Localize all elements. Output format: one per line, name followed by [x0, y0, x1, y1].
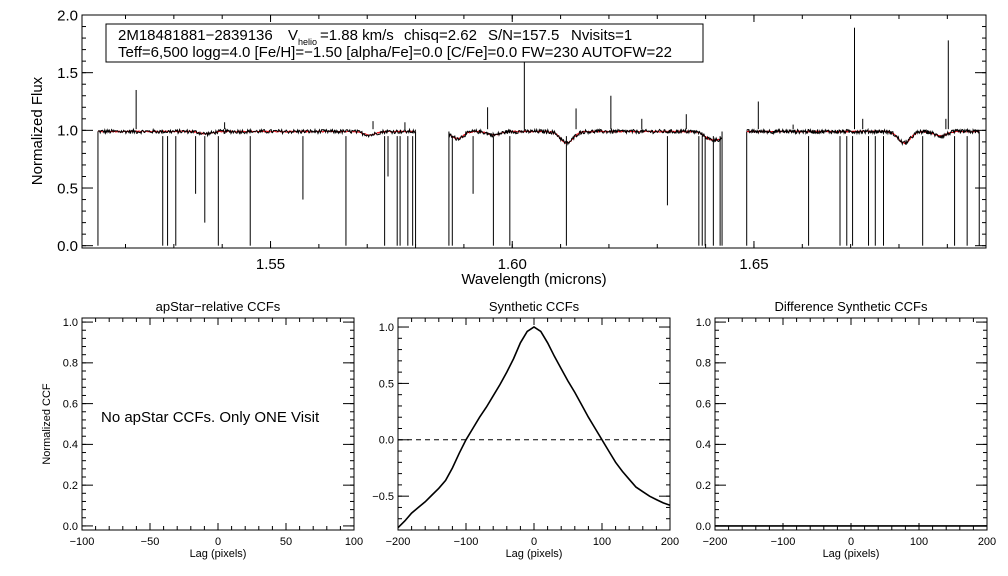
difference-ccf-y-tick-label: 0.4 [696, 439, 711, 451]
difference-ccf-x-tick-label: 0 [848, 536, 854, 548]
legend-vhelio-v: V [288, 27, 298, 44]
synthetic-ccf-x-tick-label: −200 [386, 536, 411, 548]
apstar-ccf-y-tick-label: 0.6 [63, 398, 78, 410]
difference-ccf-y-tick-label: 0.8 [696, 358, 711, 370]
apstar-ccf-y-tick-label: 0.8 [63, 358, 78, 370]
difference-ccf-panel: −200 −100 0 100 200 0.0 0.2 0.4 0.6 0.8 1.0 Diffe… [696, 299, 996, 560]
difference-ccf-y-tick-label: 0.6 [696, 398, 711, 410]
spectrum-x-tick-label: 1.55 [256, 256, 285, 273]
apstar-ccf-x-axis-label: Lag (pixels) [190, 548, 247, 560]
synthetic-ccf-x-tick-label: 200 [661, 536, 679, 548]
apstar-ccf-x-tick-label: 100 [345, 536, 363, 548]
spectrum-y-tick-label: 1.5 [57, 65, 78, 82]
difference-ccf-x-ticks: −200 −100 0 100 200 [703, 318, 996, 548]
spectrum-x-ticks: 1.55 1.60 1.65 [125, 15, 948, 273]
synthetic-ccf-y-tick-label: −0.5 [372, 491, 394, 503]
observed-spectrum-line [448, 127, 723, 146]
apstar-ccf-x-tick-label: 50 [280, 536, 292, 548]
apstar-ccf-panel: −100 −50 0 50 100 0.0 0.2 0.4 0.6 0.8 1.0 apStar−… [41, 299, 363, 560]
spectrum-x-tick-label: 1.60 [498, 256, 527, 273]
difference-ccf-y-tick-label: 0.2 [696, 480, 711, 492]
synthetic-ccf-x-ticks: −200 −100 0 100 200 [386, 318, 679, 548]
legend-snr: S/N=157.5 [488, 27, 559, 44]
apstar-ccf-x-ticks: −100 −50 0 50 100 [70, 318, 363, 548]
synthetic-fit-line [746, 129, 980, 145]
synthetic-ccf-y-tick-label: 0.0 [379, 435, 394, 447]
spectrum-x-axis-label: Wavelength (microns) [461, 271, 606, 288]
difference-ccf-x-tick-label: −200 [703, 536, 728, 548]
spectrum-y-ticks: 0.0 0.5 1.0 1.5 2.0 [57, 7, 986, 255]
spectrum-y-tick-label: 0.5 [57, 180, 78, 197]
difference-ccf-x-tick-label: −100 [771, 536, 796, 548]
legend-star-id: 2M18481881−2839136 [118, 27, 273, 44]
apstar-ccf-title: apStar−relative CCFs [156, 299, 281, 314]
observed-spectrum-line [97, 127, 417, 139]
legend-vhelio-subscript: helio [298, 37, 317, 47]
synthetic-ccf-y-tick-label: 1.0 [379, 322, 394, 334]
observed-spectrum-line [746, 127, 980, 146]
legend-vhelio-value: =1.88 km/s [320, 27, 394, 44]
spectrum-y-tick-label: 0.0 [57, 238, 78, 255]
difference-ccf-y-tick-label: 1.0 [696, 317, 711, 329]
difference-ccf-x-axis-label: Lag (pixels) [823, 548, 880, 560]
apstar-ccf-y-tick-label: 0.0 [63, 521, 78, 533]
apstar-ccf-x-tick-label: −100 [70, 536, 95, 548]
spectrum-x-tick-label: 1.65 [739, 256, 768, 273]
difference-ccf-x-tick-label: 200 [978, 536, 996, 548]
synthetic-ccf-x-tick-label: 100 [593, 536, 611, 548]
synthetic-ccf-y-tick-label: 0.5 [379, 378, 394, 390]
synthetic-ccf-line [397, 326, 671, 529]
no-ccf-message: No apStar CCFs. Only ONE Visit [101, 409, 320, 426]
spectrum-y-tick-label: 2.0 [57, 7, 78, 24]
legend-nvisits: Nvisits=1 [571, 27, 632, 44]
synthetic-ccf-title: Synthetic CCFs [489, 299, 580, 314]
apstar-ccf-y-ticks: 0.0 0.2 0.4 0.6 0.8 1.0 [63, 317, 354, 533]
synthetic-ccf-x-tick-label: −100 [454, 536, 479, 548]
synthetic-ccf-x-tick-label: 0 [531, 536, 537, 548]
legend-chisq: chisq=2.62 [404, 27, 477, 44]
spectrum-legend: 2M18481881−2839136 V helio =1.88 km/s ch… [105, 23, 704, 63]
spectrum-y-tick-label: 1.0 [57, 123, 78, 140]
synthetic-ccf-x-axis-label: Lag (pixels) [506, 548, 563, 560]
apstar-ccf-x-tick-label: −50 [141, 536, 160, 548]
synthetic-ccf-y-ticks: −0.5 0.0 0.5 1.0 [372, 322, 670, 531]
difference-ccf-y-tick-label: 0.0 [696, 521, 711, 533]
spectrum-data [97, 27, 980, 246]
difference-ccf-x-tick-label: 100 [910, 536, 928, 548]
spectrum-y-axis-label: Normalized Flux [29, 76, 46, 185]
spectrum-panel: 1.55 1.60 1.65 0.0 0.5 1.0 1.5 2.0 Wavelength … [29, 7, 987, 288]
apstar-ccf-y-tick-label: 1.0 [63, 317, 78, 329]
synthetic-ccf-panel: −200 −100 0 100 200 −0.5 0.0 0.5 1.0 Synthetic … [372, 299, 679, 560]
legend-box [105, 23, 704, 63]
spectrum-plot-frame [81, 14, 987, 249]
synthetic-ccf-plot-frame [397, 317, 671, 531]
difference-ccf-plot-frame [714, 317, 988, 531]
legend-stellar-params: Teff=6,500 logg=4.0 [Fe/H]=−1.50 [alpha/… [118, 44, 672, 61]
apstar-ccf-y-axis-label: Normalized CCF [41, 383, 53, 465]
difference-ccf-y-ticks: 0.0 0.2 0.4 0.6 0.8 1.0 [696, 317, 987, 533]
apstar-ccf-y-tick-label: 0.4 [63, 439, 78, 451]
apstar-ccf-x-tick-label: 0 [215, 536, 221, 548]
difference-ccf-title: Difference Synthetic CCFs [775, 299, 928, 314]
apstar-ccf-y-tick-label: 0.2 [63, 480, 78, 492]
synthetic-ccf-data [397, 326, 671, 529]
